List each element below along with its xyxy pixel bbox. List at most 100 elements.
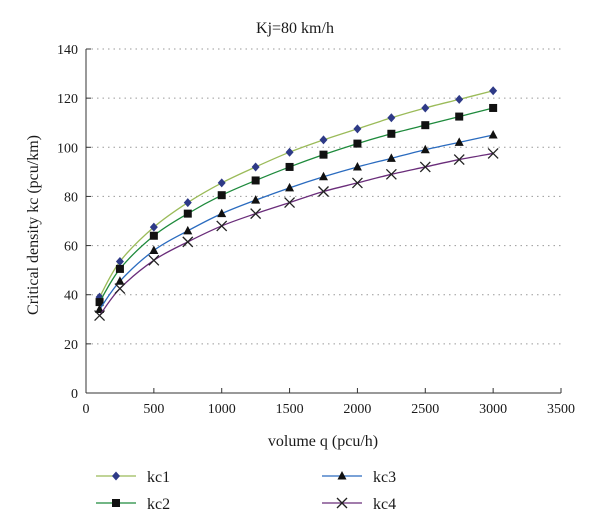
y-tick-label: 120	[57, 92, 78, 107]
data-point-kc1	[217, 178, 226, 188]
data-point-kc3	[488, 130, 498, 139]
data-point-kc2	[217, 191, 226, 200]
data-point-kc2	[149, 231, 158, 240]
data-point-kc2	[115, 264, 124, 273]
legend-marker-kc1	[112, 471, 120, 481]
data-point-kc3	[217, 208, 227, 218]
cross-stroke	[216, 220, 228, 232]
y-tick-label: 40	[64, 289, 78, 304]
x-tick-label: 2500	[411, 402, 439, 417]
data-point-kc1	[421, 103, 430, 113]
data-point-kc4	[250, 208, 262, 220]
legend-label-kc1: kc1	[147, 469, 170, 486]
data-point-kc4	[351, 177, 363, 189]
x-tick-label: 1500	[276, 402, 304, 417]
data-point-kc3	[454, 137, 464, 146]
tick-labels: 0 20 40 60 80 100 120 140 0 500 1000 1500 2000 2500 30…	[57, 43, 575, 417]
data-point-kc1	[251, 162, 260, 172]
data-point-kc4	[284, 197, 296, 209]
data-point-kc4	[114, 283, 126, 295]
data-point-kc1	[115, 257, 124, 267]
data-point-kc2	[319, 150, 328, 159]
cross-stroke	[351, 177, 363, 189]
data-point-kc3	[149, 245, 159, 254]
y-tick-label: 60	[64, 240, 78, 255]
legend-marker-kc2	[112, 499, 120, 507]
x-tick-label: 2000	[343, 402, 371, 417]
axes	[85, 48, 562, 394]
y-tick-label: 0	[71, 387, 78, 402]
legend-item-kc1: kc1	[96, 469, 170, 486]
series-line-kc2	[99, 107, 494, 303]
legend-item-kc2: kc2	[96, 496, 170, 513]
cross-stroke	[385, 168, 397, 180]
data-point-kc3	[352, 161, 362, 171]
data-point-kc2	[95, 298, 104, 307]
data-point-kc2	[285, 162, 294, 171]
data-point-kc4	[385, 168, 397, 180]
legend-label-kc3: kc3	[373, 469, 396, 486]
data-point-kc3	[95, 304, 105, 313]
series-line-kc1	[99, 90, 494, 298]
data-point-kc2	[489, 103, 498, 112]
data-point-kc3	[285, 182, 295, 192]
data-point-kc2	[421, 121, 430, 130]
series-layer	[94, 86, 499, 322]
data-point-kc1	[183, 198, 192, 208]
x-tick-label: 3000	[479, 402, 507, 417]
data-point-kc2	[387, 129, 396, 138]
data-point-kc2	[353, 139, 362, 148]
legend-item-kc3: kc3	[322, 469, 396, 486]
data-point-kc3	[115, 276, 125, 285]
data-point-kc1	[489, 86, 498, 96]
data-point-kc4	[148, 254, 160, 266]
x-axis-title: volume q (pcu/h)	[268, 433, 378, 450]
data-point-kc4	[487, 147, 499, 159]
cross-stroke	[453, 154, 465, 166]
y-axis-title: Critical density kc (pcu/km)	[25, 135, 42, 315]
data-point-kc2	[251, 176, 260, 185]
grid-lines	[86, 48, 561, 345]
data-point-kc1	[353, 124, 362, 134]
x-tick-label: 500	[143, 402, 164, 417]
data-point-kc1	[455, 94, 464, 104]
cross-stroke	[182, 236, 194, 248]
x-tick-label: 3500	[547, 402, 575, 417]
data-point-kc2	[455, 112, 464, 121]
cross-stroke	[114, 283, 126, 295]
data-point-kc1	[149, 222, 158, 232]
data-point-kc1	[319, 135, 328, 145]
data-point-kc1	[285, 147, 294, 157]
y-tick-label: 80	[64, 190, 78, 205]
data-point-kc4	[94, 310, 106, 322]
legend-item-kc4: kc4	[322, 496, 396, 513]
cross-stroke	[336, 497, 348, 509]
legend-marker-kc3	[337, 471, 347, 480]
y-tick-label: 140	[57, 43, 78, 58]
data-point-kc3	[386, 153, 396, 162]
data-point-kc4	[318, 186, 329, 197]
cross-stroke	[487, 147, 499, 159]
data-point-kc4	[453, 154, 465, 166]
cross-stroke	[284, 197, 296, 209]
cross-stroke	[94, 310, 106, 322]
data-point-kc3	[251, 195, 261, 204]
y-tick-label: 100	[57, 141, 78, 156]
legend-label-kc4: kc4	[373, 496, 396, 513]
legend: kc1 kc2 kc3 kc4	[96, 469, 396, 513]
data-point-kc3	[183, 225, 193, 235]
x-tick-label: 0	[83, 402, 90, 417]
legend-label-kc2: kc2	[147, 496, 170, 513]
cross-stroke	[419, 161, 431, 173]
chart-title: Kj=80 km/h	[256, 20, 334, 37]
legend-marker-kc4	[336, 497, 348, 509]
y-tick-label: 20	[64, 338, 78, 353]
data-point-kc1	[387, 113, 396, 123]
series-line-kc3	[99, 134, 494, 310]
data-point-kc4	[216, 220, 228, 232]
series-line-kc4	[99, 152, 494, 316]
data-point-kc4	[182, 236, 194, 248]
cross-stroke	[250, 208, 262, 220]
data-point-kc3	[420, 144, 430, 154]
